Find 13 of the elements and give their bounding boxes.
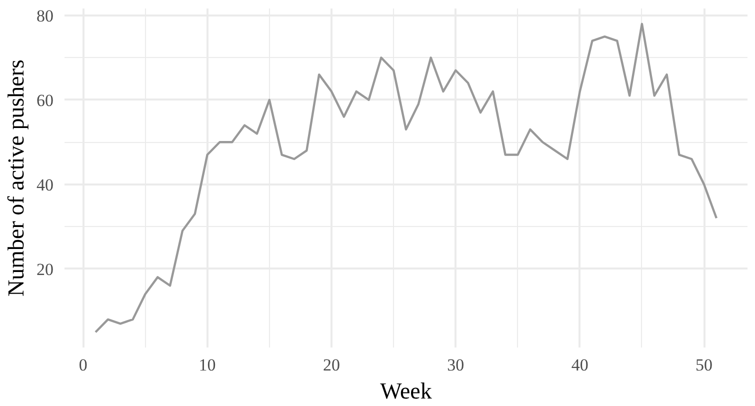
y-axis-title: Number of active pushers <box>4 59 28 296</box>
x-tick-label: 30 <box>447 356 464 374</box>
y-tick-label: 40 <box>36 175 54 194</box>
line-series <box>94 22 718 334</box>
y-tick-label: 60 <box>36 90 54 110</box>
x-axis-title: Week <box>380 378 432 404</box>
x-tick-label: 0 <box>78 356 88 374</box>
x-tick-label: 10 <box>198 356 216 374</box>
x-tick-label: 20 <box>322 356 340 374</box>
y-tick-label: 20 <box>36 260 54 279</box>
y-tick-label: 80 <box>36 6 54 26</box>
x-tick-label: 50 <box>696 356 713 374</box>
x-tick-label: 40 <box>571 356 588 374</box>
